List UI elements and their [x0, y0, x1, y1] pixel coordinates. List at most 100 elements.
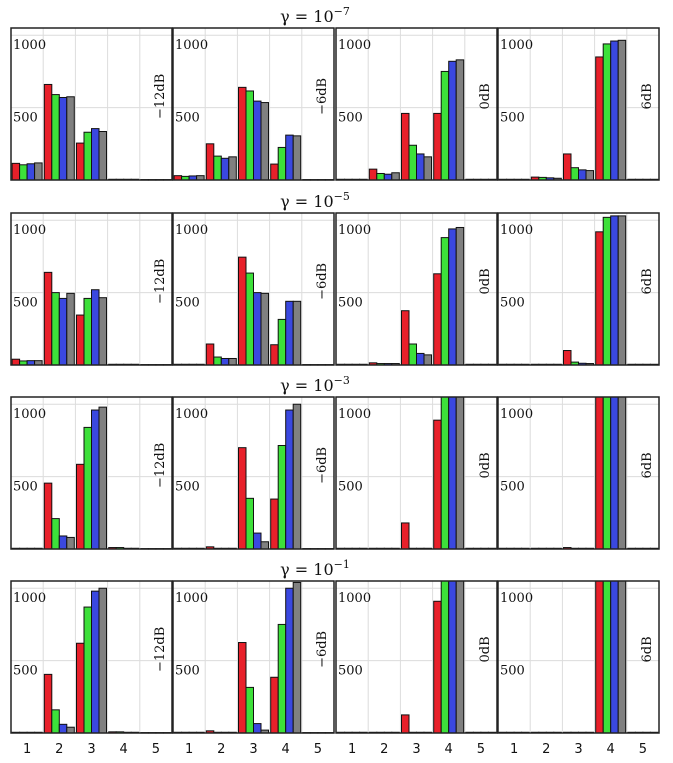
panel-frame — [497, 396, 660, 550]
bar — [610, 40, 619, 181]
bar — [595, 396, 604, 550]
y-tick-label: 500 — [175, 480, 200, 495]
y-tick-label: 1000 — [500, 38, 533, 53]
bar — [617, 39, 627, 181]
snr-label: −12dB — [153, 627, 168, 672]
bar — [253, 532, 262, 550]
row-title-base: γ = 10 — [280, 560, 334, 579]
x-tick-label: 3 — [249, 742, 257, 757]
bar — [83, 426, 92, 550]
bar — [238, 642, 247, 734]
bar — [563, 153, 572, 181]
x-tick-label: 4 — [445, 742, 453, 757]
panel-frame — [335, 580, 498, 734]
bar — [245, 272, 254, 366]
bar — [43, 482, 53, 550]
y-tick-label: 500 — [175, 296, 200, 311]
bar — [585, 170, 594, 181]
panel-background — [336, 397, 497, 549]
bar — [455, 580, 465, 734]
panel-background — [498, 213, 659, 365]
panel-r3-c3: 500 1000 0dB — [335, 396, 498, 550]
bar — [91, 590, 100, 734]
snr-label: −12dB — [153, 259, 168, 304]
y-tick-label: 500 — [13, 480, 38, 495]
row-title-exponent: −3 — [334, 374, 350, 387]
x-tick-label: 1 — [23, 742, 31, 757]
panel-frame — [335, 396, 498, 550]
x-tick-label: 1 — [510, 742, 518, 757]
bar — [83, 297, 92, 366]
bar — [43, 271, 53, 366]
bar — [617, 580, 627, 734]
y-tick-label: 1000 — [338, 38, 371, 53]
bar — [610, 215, 619, 366]
x-tick-label: 2 — [542, 742, 550, 757]
row-title-exponent: −5 — [334, 190, 350, 203]
bar — [383, 173, 393, 181]
snr-label: 0dB — [478, 452, 493, 478]
bar — [440, 580, 450, 734]
bar — [285, 134, 294, 181]
bar — [440, 70, 450, 181]
x-tick-label: 3 — [412, 742, 420, 757]
bar — [91, 289, 100, 366]
y-tick-label: 1000 — [338, 591, 371, 606]
y-tick-label: 1000 — [175, 591, 208, 606]
bar — [602, 216, 612, 366]
panel-r4-c4: 500 1000 6dB 1 2 3 4 5 — [497, 580, 660, 757]
snr-label: −12dB — [153, 74, 168, 119]
bar — [58, 723, 68, 734]
bar — [408, 144, 417, 181]
y-tick-label: 1000 — [13, 38, 46, 53]
bar — [58, 535, 68, 550]
bar — [245, 497, 254, 550]
bar — [238, 256, 247, 366]
bar — [253, 100, 262, 181]
bar — [433, 273, 442, 366]
bar — [401, 112, 410, 181]
bar — [602, 580, 612, 734]
panel-r2-c3: 500 1000 0dB — [335, 212, 498, 366]
bar — [245, 90, 254, 181]
y-tick-label: 500 — [13, 664, 38, 679]
bar — [51, 292, 60, 366]
bar — [595, 580, 604, 734]
bar — [220, 357, 230, 366]
panel-r2-c4: 500 1000 6dB — [497, 212, 660, 366]
y-tick-label: 1000 — [175, 407, 208, 422]
bar — [292, 135, 302, 181]
bar — [66, 292, 75, 366]
bar — [66, 536, 75, 550]
bar — [448, 60, 457, 181]
row-title-1: γ = 10−7 — [280, 5, 350, 26]
bar — [253, 292, 262, 366]
snr-label: 0dB — [478, 268, 493, 294]
y-tick-label: 500 — [500, 480, 525, 495]
panel-r3-c4: 500 1000 6dB — [497, 396, 660, 550]
snr-label: −6dB — [315, 447, 330, 484]
row-title-base: γ = 10 — [280, 192, 334, 211]
bar — [292, 300, 302, 366]
bar — [51, 518, 60, 550]
bar — [205, 143, 215, 181]
bar — [277, 146, 287, 181]
y-tick-label: 500 — [175, 664, 200, 679]
bar — [416, 153, 425, 181]
bar — [76, 314, 85, 366]
x-tick-label: 3 — [87, 742, 95, 757]
bar — [260, 292, 269, 366]
y-tick-label: 500 — [500, 296, 525, 311]
snr-label: 6dB — [640, 268, 655, 294]
x-tick-label: 4 — [120, 742, 128, 757]
x-tick-label: 4 — [607, 742, 615, 757]
y-tick-label: 500 — [338, 664, 363, 679]
bar — [220, 157, 230, 181]
bar — [213, 356, 222, 366]
bar — [245, 686, 254, 734]
row-title-exponent: −1 — [334, 558, 350, 571]
snr-label: 6dB — [640, 636, 655, 662]
panel-r1-c1: 500 1000 −12dB — [10, 27, 173, 181]
bar — [433, 419, 442, 550]
y-tick-label: 1000 — [500, 223, 533, 238]
